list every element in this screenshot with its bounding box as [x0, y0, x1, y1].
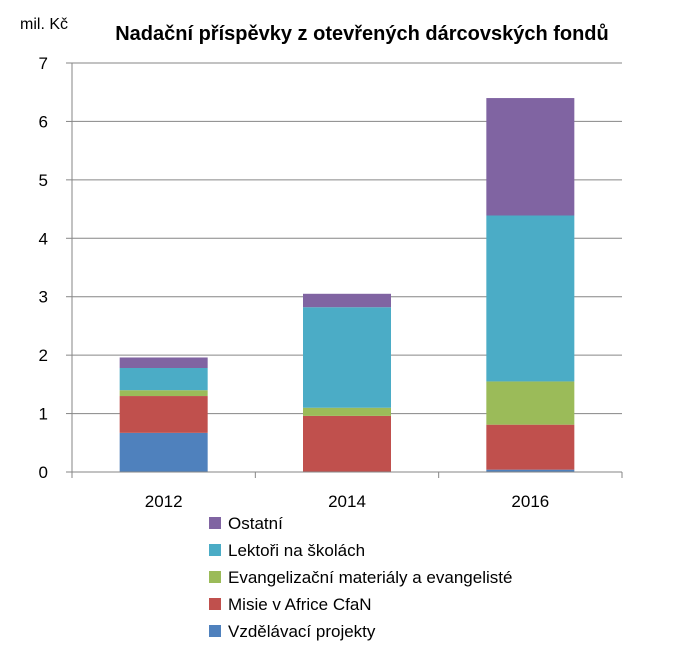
x-tick-label: 2012	[145, 492, 183, 511]
bar-segment	[119, 357, 208, 368]
y-tick-label: 6	[39, 112, 48, 131]
legend-label: Misie v Africe CfaN	[228, 595, 372, 614]
legend-swatch	[209, 544, 221, 556]
y-tick-label: 3	[39, 288, 48, 307]
bar-segment	[119, 396, 208, 433]
bar-segment	[303, 407, 391, 416]
bar-segment	[486, 215, 575, 382]
y-tick-labels: 0 1 2 3 4 5 6 7	[39, 54, 48, 482]
axes	[71, 63, 623, 478]
legend-item: Lektoři na školách	[209, 541, 365, 560]
bar-segment	[486, 98, 575, 216]
bar-segment	[486, 424, 575, 470]
legend-item: Misie v Africe CfaN	[209, 595, 372, 614]
legend-swatch	[209, 517, 221, 529]
legend-label: Ostatní	[228, 514, 283, 533]
bar-segment	[486, 469, 575, 472]
legend-item: Ostatní	[209, 514, 283, 533]
y-tick-label: 2	[39, 346, 48, 365]
x-tick-labels: 2012 2014 2016	[145, 492, 549, 511]
bar-segment	[119, 367, 208, 391]
bars	[119, 98, 575, 472]
x-tick-label: 2016	[511, 492, 549, 511]
legend-swatch	[209, 625, 221, 637]
legend-label: Lektoři na školách	[228, 541, 365, 560]
bar-segment	[303, 415, 391, 472]
y-tick-label: 1	[39, 405, 48, 424]
y-tick-label: 7	[39, 54, 48, 73]
y-tick-label: 0	[39, 463, 48, 482]
legend-label: Evangelizační materiály a evangelisté	[228, 568, 512, 587]
legend-swatch	[209, 598, 221, 610]
legend-item: Vzdělávací projekty	[209, 622, 376, 641]
y-tick-label: 4	[39, 229, 48, 248]
x-tick-label: 2014	[328, 492, 366, 511]
y-axis-unit-label: mil. Kč	[20, 16, 68, 33]
legend: Ostatní Lektoři na školách Evangelizační m…	[209, 514, 512, 641]
bar-segment	[486, 381, 575, 425]
bar-segment	[119, 390, 208, 397]
bar-segment	[303, 307, 391, 408]
legend-label: Vzdělávací projekty	[228, 622, 376, 641]
bar-segment	[303, 293, 391, 308]
chart-title: Nadační příspěvky z otevřených dárcovský…	[115, 23, 609, 45]
bar-segment	[119, 432, 208, 472]
y-tick-label: 5	[39, 171, 48, 190]
legend-item: Evangelizační materiály a evangelisté	[209, 568, 512, 587]
legend-swatch	[209, 571, 221, 583]
